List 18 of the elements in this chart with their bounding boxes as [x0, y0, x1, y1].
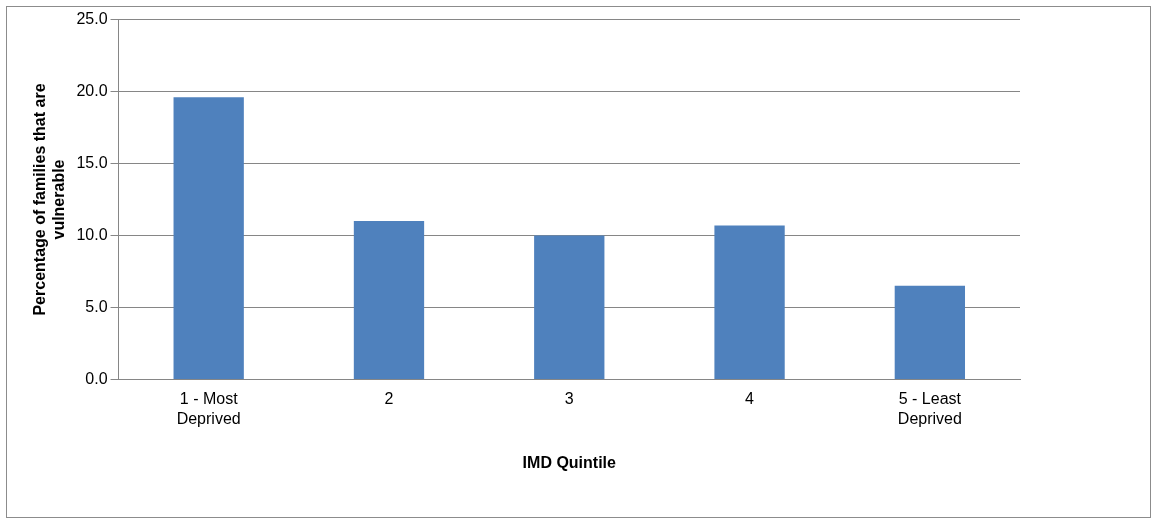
x-tick-label: 4 — [745, 390, 755, 408]
x-tick-label: 1 - Most Deprived — [176, 390, 241, 427]
y-tick-label: 0.0 — [85, 369, 108, 387]
bar — [173, 97, 244, 379]
bar — [353, 221, 425, 379]
y-axis-title: Percentage of families that are vulnerable — [31, 83, 68, 316]
x-axis-title: IMD Quintile — [522, 453, 617, 471]
y-tick-label: 20.0 — [76, 81, 108, 99]
x-tick-label: 2 — [384, 390, 394, 408]
x-tick-label: 3 — [564, 390, 574, 408]
x-tick-label: 5 - Least Deprived — [897, 390, 962, 427]
bar — [534, 235, 605, 379]
y-tick-label: 5.0 — [85, 297, 108, 315]
y-tick-label: 25.0 — [76, 10, 108, 28]
y-tick-label: 10.0 — [76, 225, 108, 243]
bar — [894, 285, 966, 379]
y-tick-label: 15.0 — [76, 153, 108, 171]
bar — [714, 225, 785, 379]
